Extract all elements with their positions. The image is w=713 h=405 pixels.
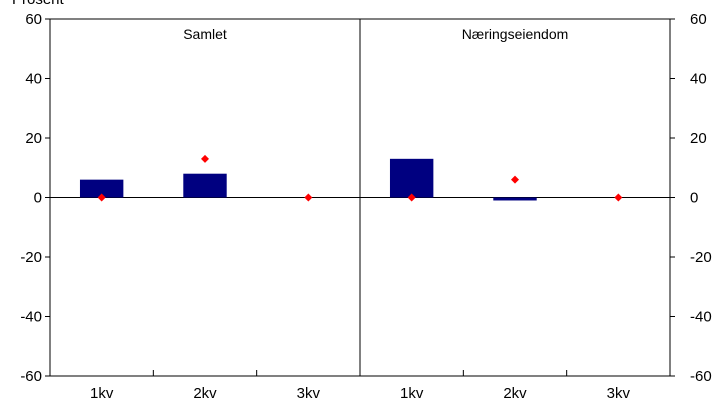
y-tick-label-right: 20 <box>690 130 707 147</box>
bar <box>493 197 537 201</box>
y-tick-label-left: -20 <box>20 249 42 266</box>
y-tick-label-right: -40 <box>690 309 712 326</box>
y-axis-left: 60 40 20 0 -20 -40 -60 <box>20 11 50 385</box>
y-tick-label-right: 60 <box>690 11 707 28</box>
panel-title: Næringseiendom <box>462 26 569 42</box>
panel-1: Samlet 1kv 2kv 3kv <box>50 26 360 402</box>
y-tick-label-left: 40 <box>25 71 42 88</box>
x-tick-label: 2kv <box>503 385 527 402</box>
bar <box>389 158 434 198</box>
marker-point <box>407 193 416 202</box>
panel-title: Samlet <box>183 26 227 42</box>
y-tick-label-left: 0 <box>34 190 42 207</box>
y-tick-label-left: 20 <box>25 130 42 147</box>
y-tick-label-right: 0 <box>690 190 698 207</box>
x-tick-label: 1kv <box>400 385 424 402</box>
y-tick-label-left: 60 <box>25 11 42 28</box>
marker-point <box>97 193 106 202</box>
x-tick-label: 3kv <box>607 385 631 402</box>
panel-2: Næringseiendom 1kv 2kv 3kv <box>360 26 670 402</box>
x-tick-label: 1kv <box>90 385 114 402</box>
x-tick-label: 3kv <box>297 385 321 402</box>
panels: Samlet 1kv 2kv 3kv Næringseiendom 1kv 2kv 3kv <box>50 26 670 402</box>
marker-point <box>304 193 313 202</box>
marker-point <box>511 175 519 184</box>
bar <box>79 179 124 198</box>
x-tick-label: 2kv <box>193 385 217 402</box>
y-tick-label-right: 40 <box>690 71 707 88</box>
marker-point <box>201 154 209 163</box>
y-tick-label-right: -60 <box>690 368 712 385</box>
y-axis-label: Prosent <box>12 0 65 8</box>
y-tick-label-left: -40 <box>20 309 42 326</box>
y-tick-label-left: -60 <box>20 368 42 385</box>
y-tick-label-right: -20 <box>690 249 712 266</box>
bar <box>183 173 227 198</box>
y-axis-right: 60 40 20 0 -20 -40 -60 <box>670 11 712 385</box>
marker-point <box>614 193 623 202</box>
